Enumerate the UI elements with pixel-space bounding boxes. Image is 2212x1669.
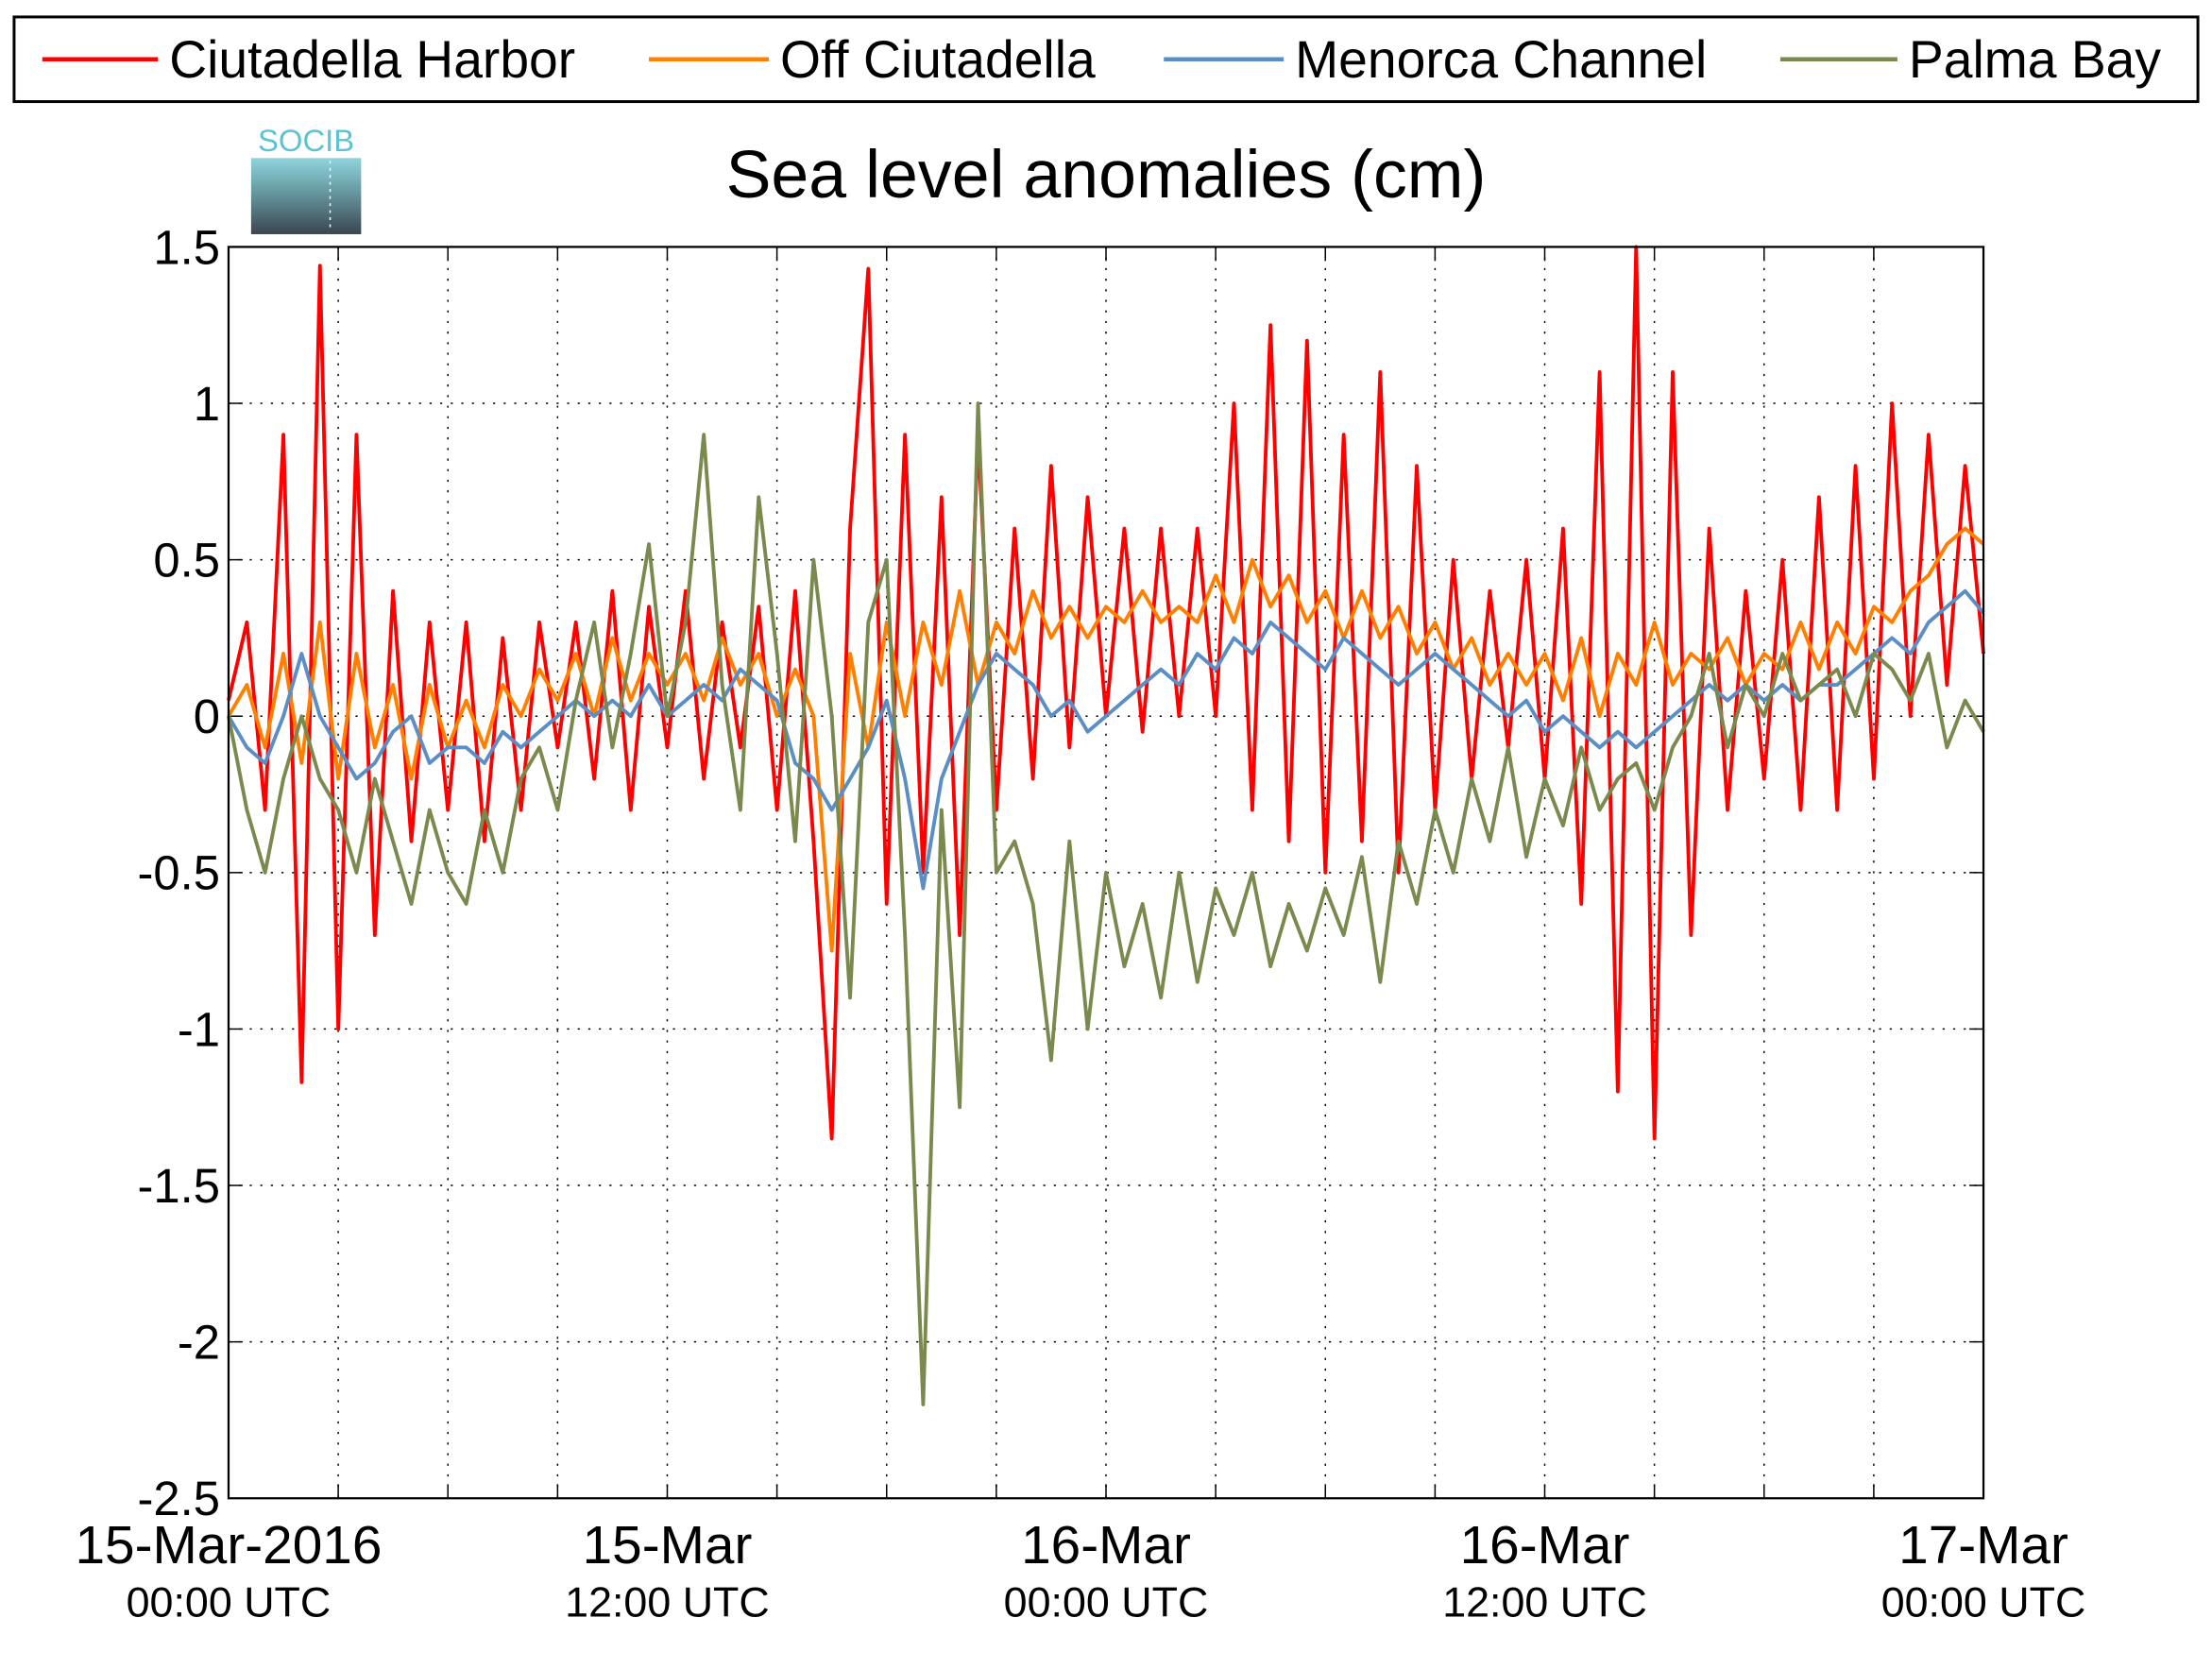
logo [250,158,362,234]
series-line [227,588,1985,891]
y-tick-label: 0 [194,690,220,743]
x-tick-sublabel: 12:00 UTC [565,1579,770,1626]
x-tick-label: 16-Mar [1021,1516,1191,1575]
x-tick-label: 15-Mar-2016 [76,1516,383,1575]
y-tick-label: 0.5 [153,534,220,588]
x-tick-label: 17-Mar [1898,1516,2068,1575]
y-tick-label: -2 [178,1316,220,1370]
y-tick-label: -2.5 [138,1472,220,1525]
x-tick-label: 15-Mar [583,1516,753,1575]
x-tick-sublabel: 00:00 UTC [1004,1579,1209,1626]
legend-label: Ciutadella Harbor [169,30,575,89]
y-tick-label: 1.5 [153,220,220,274]
legend-label: Off Ciutadella [780,30,1096,89]
plot-frame [227,246,1985,1500]
chart-title: Sea level anomalies (cm) [726,137,1487,213]
legend-label: Palma Bay [1909,30,2162,89]
x-tick-sublabel: 12:00 UTC [1442,1579,1647,1626]
y-tick-label: -1 [178,1002,220,1056]
x-tick-sublabel: 00:00 UTC [127,1579,332,1626]
y-tick-label: 1 [194,377,220,431]
y-tick-label: -1.5 [138,1159,220,1213]
x-tick-label: 16-Mar [1460,1516,1630,1575]
series-line [227,526,1985,953]
y-tick-label: -0.5 [138,846,220,900]
x-tick-sublabel: 00:00 UTC [1881,1579,2086,1626]
series-line [227,401,1985,1406]
logo-text: SOCIB [258,123,354,158]
legend-label: Menorca Channel [1295,30,1707,89]
